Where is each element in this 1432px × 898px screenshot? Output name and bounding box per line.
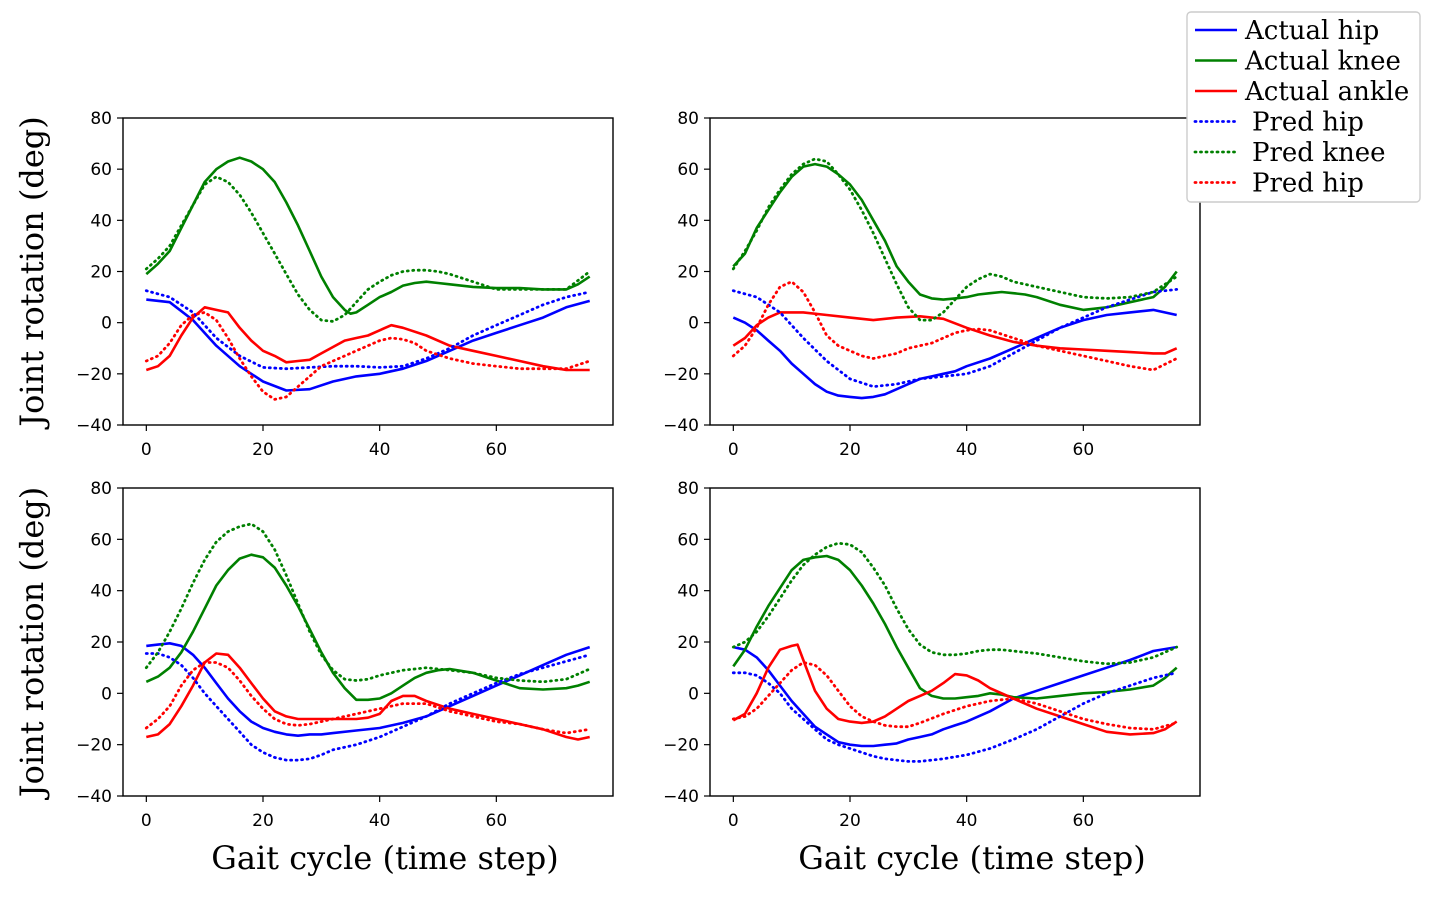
series-line-pred-hip-3 xyxy=(731,671,1179,763)
y-tick-label: 20 xyxy=(90,633,112,653)
x-tick-label: 0 xyxy=(141,811,152,831)
x-tick-label: 0 xyxy=(728,811,739,831)
axes-frame xyxy=(122,487,614,797)
legend-label: Pred knee xyxy=(1252,138,1386,168)
y-tick-label: 80 xyxy=(677,109,699,129)
y-tick-label: 20 xyxy=(677,633,699,653)
y-tick-label: −20 xyxy=(76,736,112,756)
x-tick-label: 40 xyxy=(956,811,978,831)
y-tick-label: 80 xyxy=(90,109,112,129)
series-line-actual-knee-1 xyxy=(145,156,591,315)
legend-label: Pred hip xyxy=(1252,169,1364,199)
legend-label: Actual knee xyxy=(1244,47,1401,77)
y-tick-label: 40 xyxy=(90,582,112,602)
subplot-1: −40 −20 0 20 40 60 80 0 20 40 60 Joint rotation (de… xyxy=(13,109,614,460)
series-group xyxy=(144,156,592,401)
y-tick-label: 60 xyxy=(90,530,112,550)
x-tick-label: 40 xyxy=(369,811,391,831)
x-axis-title: Gait cycle (time step) xyxy=(798,839,1145,877)
x-tick-label: 0 xyxy=(728,440,739,460)
y-tick-label: −40 xyxy=(663,787,699,807)
y-tick-label: −20 xyxy=(663,736,699,756)
y-tick-label: 0 xyxy=(688,314,699,334)
series-line-actual-hip-0 xyxy=(146,642,591,737)
y-tick-label: 20 xyxy=(677,263,699,283)
series-line-pred-hip-3 xyxy=(731,288,1179,388)
series-line-pred-hip-5 xyxy=(144,661,592,735)
series-group xyxy=(144,522,592,762)
x-tick-label: 40 xyxy=(369,440,391,460)
y-tick-label: 60 xyxy=(90,160,112,180)
series-line-pred-hip-3 xyxy=(144,652,592,762)
x-tick-label: 60 xyxy=(486,440,508,460)
series-line-pred-hip-5 xyxy=(144,311,592,401)
series-group xyxy=(731,157,1179,400)
y-tick-label: 80 xyxy=(677,479,699,499)
y-tick-label: −20 xyxy=(76,365,112,385)
y-tick-label: 0 xyxy=(101,684,112,704)
series-line-pred-knee-4 xyxy=(731,541,1179,666)
y-tick-label: −40 xyxy=(76,787,112,807)
y-axis-title: Joint rotation (deg) xyxy=(13,116,51,429)
y-tick-label: 40 xyxy=(677,582,699,602)
x-tick-label: 60 xyxy=(1073,440,1095,460)
axes-frame xyxy=(122,117,614,426)
x-tick-label: 20 xyxy=(252,440,274,460)
y-tick-label: 40 xyxy=(90,211,112,231)
axes-frame xyxy=(709,487,1201,797)
y-tick-label: 20 xyxy=(90,263,112,283)
y-tick-label: −20 xyxy=(663,365,699,385)
x-tick-label: 40 xyxy=(956,440,978,460)
x-tick-label: 0 xyxy=(141,440,152,460)
series-line-actual-ankle-2 xyxy=(146,652,590,741)
x-tick-label: 20 xyxy=(839,811,861,831)
series-line-actual-hip-0 xyxy=(733,645,1177,748)
series-line-pred-knee-4 xyxy=(144,175,592,323)
y-tick-label: 60 xyxy=(677,530,699,550)
y-tick-label: 80 xyxy=(90,479,112,499)
x-axis-title: Gait cycle (time step) xyxy=(211,839,558,877)
y-tick-label: −40 xyxy=(663,416,699,436)
y-tick-label: 0 xyxy=(688,684,699,704)
x-tick-label: 20 xyxy=(252,811,274,831)
series-line-pred-knee-4 xyxy=(144,522,592,684)
series-line-pred-knee-4 xyxy=(731,157,1179,322)
legend-label: Pred hip xyxy=(1252,108,1364,138)
legend-box xyxy=(1186,11,1421,203)
series-line-actual-knee-1 xyxy=(732,554,1178,700)
series-group xyxy=(731,541,1179,763)
x-tick-label: 60 xyxy=(1073,811,1095,831)
y-tick-label: 40 xyxy=(677,211,699,231)
x-tick-label: 60 xyxy=(486,811,508,831)
y-tick-label: 60 xyxy=(677,160,699,180)
subplot-4: −40 −20 0 20 40 60 80 0 20 40 60 Gait cycle (time s… xyxy=(663,479,1201,877)
series-line-actual-hip-0 xyxy=(146,298,591,392)
x-tick-label: 20 xyxy=(839,440,861,460)
subplot-3: −40 −20 0 20 40 60 80 0 20 40 60 Joint rotation (de… xyxy=(13,479,614,877)
legend-label: Actual hip xyxy=(1244,16,1379,46)
series-line-actual-ankle-2 xyxy=(732,311,1178,355)
series-line-actual-knee-1 xyxy=(732,162,1178,312)
y-tick-label: −40 xyxy=(76,416,112,436)
series-line-actual-ankle-2 xyxy=(732,643,1178,736)
series-line-pred-hip-3 xyxy=(144,289,592,371)
series-line-pred-hip-5 xyxy=(731,661,1179,731)
subplot-2: −40 −20 0 20 40 60 80 0 20 40 60 xyxy=(663,109,1201,460)
series-line-actual-ankle-2 xyxy=(145,306,590,372)
axes-frame xyxy=(709,117,1201,426)
y-tick-label: 0 xyxy=(101,314,112,334)
y-axis-title: Joint rotation (deg) xyxy=(13,487,51,800)
series-line-pred-hip-5 xyxy=(731,280,1179,372)
legend-label: Actual ankle xyxy=(1244,77,1409,107)
